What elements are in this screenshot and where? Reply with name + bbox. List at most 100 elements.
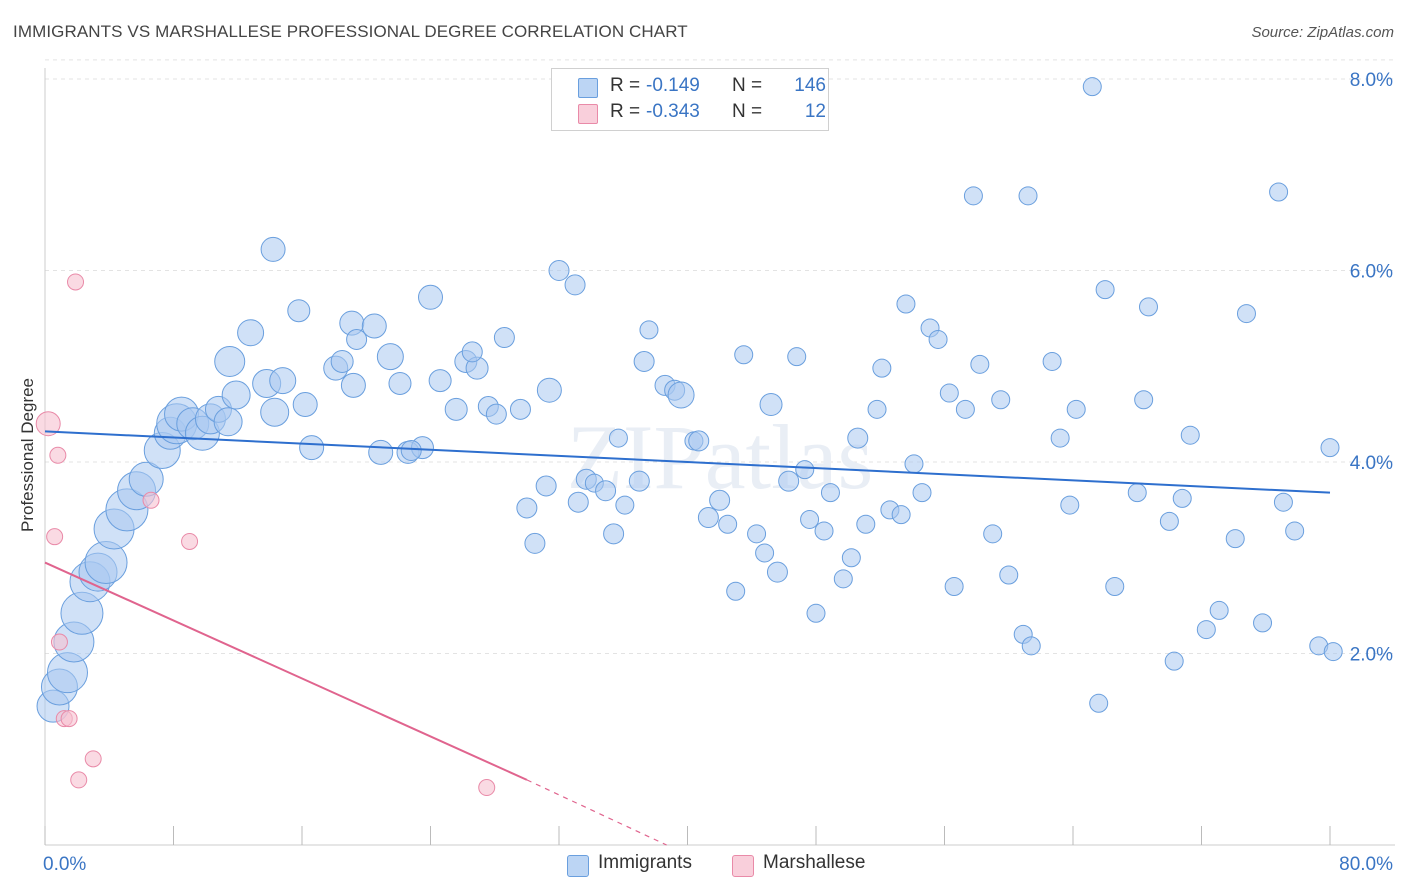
chart-title: IMMIGRANTS VS MARSHALLESE PROFESSIONAL D… <box>13 22 688 41</box>
bottom-legend-swatch-immigrants <box>567 855 589 877</box>
immigrants-point <box>734 345 754 365</box>
immigrants-point <box>524 532 546 554</box>
immigrants-point <box>628 470 650 492</box>
immigrants-point <box>346 328 368 350</box>
immigrants-point <box>944 576 964 596</box>
immigrants-point <box>939 383 959 403</box>
immigrants-point <box>287 299 311 323</box>
immigrants-point <box>1018 186 1038 206</box>
immigrants-point <box>516 497 538 519</box>
marshallese-point <box>60 710 78 728</box>
immigrants-point <box>795 460 815 480</box>
y-tick-label: 6.0% <box>1350 262 1393 283</box>
immigrants-point <box>444 397 468 421</box>
immigrants-point <box>1060 495 1080 515</box>
immigrants-point <box>856 514 876 534</box>
immigrants-point <box>970 354 990 374</box>
immigrants-point <box>778 470 800 492</box>
immigrants-point <box>299 435 325 461</box>
immigrants-point <box>260 397 290 427</box>
immigrants-point <box>535 475 557 497</box>
immigrants-point <box>461 341 483 363</box>
immigrants-point <box>1269 182 1289 202</box>
legend-swatch-marshallese <box>578 104 598 124</box>
immigrants-point <box>1236 304 1256 324</box>
immigrants-point <box>667 381 695 409</box>
immigrants-point <box>847 427 869 449</box>
immigrants-point <box>1127 483 1147 503</box>
immigrants-point <box>820 483 840 503</box>
immigrants-point <box>955 399 975 419</box>
y-axis-title: Professional Degree <box>18 377 37 533</box>
immigrants-point <box>872 358 892 378</box>
legend-n-value: 146 <box>794 75 826 96</box>
marshallese-point <box>84 750 102 768</box>
legend-swatch-immigrants <box>578 78 598 98</box>
immigrants-point <box>928 329 948 349</box>
immigrants-point <box>1225 529 1245 549</box>
y-tick-label: 4.0% <box>1350 453 1393 474</box>
immigrants-point <box>633 350 655 372</box>
immigrants-point <box>1066 399 1086 419</box>
immigrants-point <box>800 509 820 529</box>
immigrants-point <box>814 521 834 541</box>
immigrants-point <box>361 313 387 339</box>
immigrants-point <box>1089 693 1109 713</box>
immigrants-point <box>1180 425 1200 445</box>
immigrants-point <box>214 345 246 377</box>
immigrants-point <box>536 377 562 403</box>
immigrants-point <box>999 565 1019 585</box>
immigrants-point <box>718 514 738 534</box>
immigrants-point <box>912 483 932 503</box>
immigrants-point <box>963 186 983 206</box>
immigrants-point <box>548 260 570 281</box>
immigrants-point <box>904 454 924 474</box>
immigrants-point <box>1323 642 1343 662</box>
immigrants-point <box>787 347 807 367</box>
immigrants-point <box>1050 428 1070 448</box>
immigrants-point <box>615 495 635 515</box>
immigrants-point <box>260 236 286 262</box>
immigrants-point <box>603 523 625 545</box>
marshallese-point <box>35 411 61 437</box>
immigrants-point <box>1285 521 1305 541</box>
immigrants-point <box>1042 351 1062 371</box>
source-label: Source: ZipAtlas.com <box>1251 24 1394 41</box>
x-tick-label: 0.0% <box>43 854 86 875</box>
immigrants-point <box>983 524 1003 544</box>
immigrants-point <box>567 491 589 513</box>
bottom-legend-swatch-marshallese <box>732 855 754 877</box>
immigrants-point <box>1095 280 1115 300</box>
immigrants-point <box>726 581 746 601</box>
immigrants-point <box>991 390 1011 410</box>
immigrants-trend-line <box>44 430 1331 494</box>
immigrants-point <box>709 489 731 511</box>
immigrants-point <box>891 505 911 525</box>
marshallese-point <box>478 779 496 797</box>
immigrants-point <box>376 343 404 371</box>
immigrants-point <box>330 349 354 373</box>
marshallese-point <box>67 273 85 291</box>
immigrants-point <box>1320 438 1340 458</box>
immigrants-point <box>221 380 251 410</box>
immigrants-point <box>1209 600 1229 620</box>
legend-n-label: N = <box>732 75 763 96</box>
marshallese-point <box>46 528 64 546</box>
marshallese-trend-line <box>44 561 528 781</box>
immigrants-point <box>766 561 788 583</box>
immigrants-point <box>688 430 710 452</box>
immigrants-point <box>806 603 826 623</box>
immigrants-point <box>388 371 412 395</box>
immigrants-point <box>1105 576 1125 596</box>
immigrants-point <box>759 393 783 417</box>
marshallese-trend-extension <box>526 779 667 846</box>
immigrants-point <box>292 392 318 418</box>
trend-lines <box>44 430 1331 846</box>
tick-labels: 2.0% 4.0% 6.0% 8.0% 0.0% 80.0% <box>43 70 1393 875</box>
immigrants-point <box>1134 390 1154 410</box>
immigrants-point <box>1196 620 1216 640</box>
immigrants-point <box>1164 651 1184 671</box>
marshallese-point <box>50 633 68 651</box>
bottom-legend-label: Marshallese <box>763 852 866 873</box>
